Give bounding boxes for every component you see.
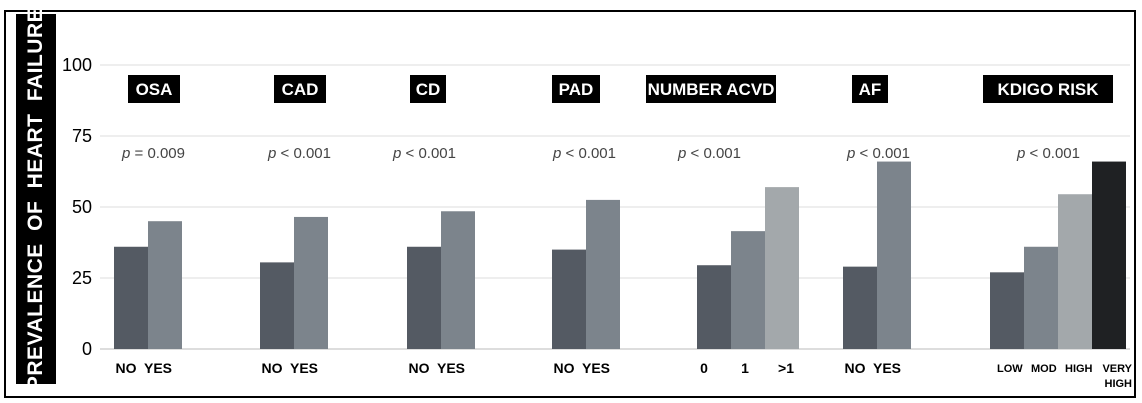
y-tick-label: 0: [82, 339, 92, 359]
bar: [1058, 194, 1092, 349]
bar: [877, 161, 911, 349]
bar: [1024, 246, 1058, 349]
group-label-badge: [552, 75, 600, 103]
group-label-badge: [274, 75, 326, 103]
x-category-label: YES: [144, 360, 172, 376]
group-label-badge: [646, 75, 776, 103]
group-label: AF: [859, 80, 882, 99]
group-label-badge: [852, 75, 888, 103]
bar: [1092, 161, 1126, 349]
x-category-label: NO: [554, 360, 575, 376]
group-label-badge: [983, 75, 1113, 103]
bar: [765, 187, 799, 349]
x-category-label: NO: [116, 360, 137, 376]
group-label: NUMBER ACVD: [648, 80, 775, 99]
bar: [114, 246, 148, 349]
bar: [586, 199, 620, 349]
p-value-label: p < 0.001: [267, 145, 331, 162]
x-category-label: 0: [700, 360, 708, 376]
x-category-label: MOD: [1031, 363, 1057, 375]
p-value-label: p < 0.001: [392, 145, 456, 162]
bar: [148, 221, 182, 349]
p-value-label: p < 0.001: [846, 145, 910, 162]
x-category-label: 1: [741, 360, 749, 376]
y-axis-label-box: [16, 14, 56, 384]
x-category-label: YES: [290, 360, 318, 376]
bar: [843, 266, 877, 349]
p-value-label: p < 0.001: [1016, 145, 1080, 162]
x-category-label: YES: [582, 360, 610, 376]
x-category-label: YES: [873, 360, 901, 376]
x-category-label: YES: [437, 360, 465, 376]
bar: [697, 265, 731, 349]
p-value-label: p < 0.001: [552, 145, 616, 162]
group-label: CD: [416, 80, 441, 99]
x-category-label: NO: [262, 360, 283, 376]
group-label: OSA: [136, 80, 173, 99]
bar: [407, 246, 441, 349]
y-tick-label: 100: [62, 55, 92, 75]
bar: [990, 272, 1024, 349]
p-value-label: p < 0.001: [677, 145, 741, 162]
group-label: PAD: [559, 80, 594, 99]
x-category-label: LOW: [997, 363, 1023, 375]
group-label-badge: [410, 75, 446, 103]
x-category-label: HIGH: [1065, 363, 1093, 375]
bar: [731, 231, 765, 349]
group-label: CAD: [282, 80, 319, 99]
bar: [552, 249, 586, 349]
p-value-label: p = 0.009: [121, 145, 185, 162]
y-tick-label: 50: [72, 197, 92, 217]
x-category-label: NO: [845, 360, 866, 376]
x-category-label: NO: [409, 360, 430, 376]
x-category-label: >1: [778, 360, 794, 376]
y-tick-label: 25: [72, 268, 92, 288]
group-label-badge: [128, 75, 180, 103]
y-tick-label: 75: [72, 126, 92, 146]
bar: [294, 216, 328, 349]
x-category-label: HIGH: [1105, 378, 1133, 390]
group-label: KDIGO RISK: [997, 80, 1099, 99]
bar: [260, 262, 294, 349]
bar: [441, 211, 475, 349]
x-category-label: VERY: [1102, 363, 1132, 375]
